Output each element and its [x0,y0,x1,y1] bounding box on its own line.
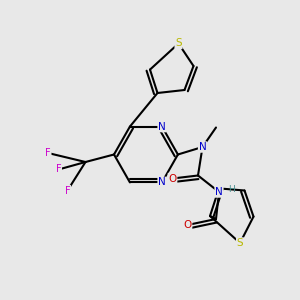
Text: N: N [215,187,223,197]
Text: O: O [183,220,192,230]
Text: F: F [65,185,70,196]
Text: N: N [158,177,166,188]
Text: N: N [158,122,166,132]
Text: O: O [168,173,177,184]
Text: N: N [199,142,206,152]
Text: F: F [45,148,51,158]
Text: H: H [229,185,236,194]
Text: S: S [175,38,182,49]
Text: S: S [237,238,243,248]
Text: F: F [56,164,61,175]
